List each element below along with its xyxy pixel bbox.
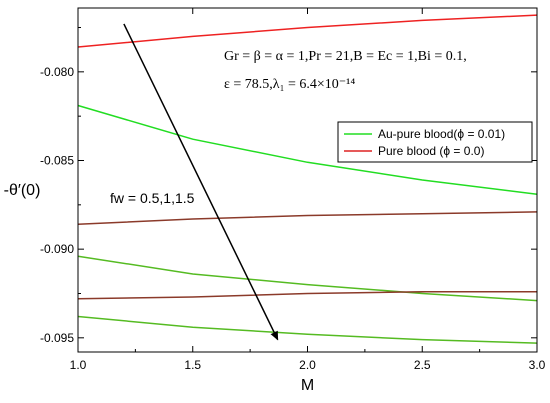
- legend: Au-pure blood(ϕ = 0.01) Pure blood (ϕ = …: [337, 121, 533, 163]
- x-tick-label: 3.0: [529, 358, 546, 372]
- series-line-1: [77, 14, 538, 48]
- x-tick-label: 2.5: [414, 358, 431, 372]
- legend-entry-pure-blood: Pure blood (ϕ = 0.0): [378, 144, 484, 158]
- x-tick-label: 1.0: [70, 358, 87, 372]
- x-tick-label: 2.0: [299, 358, 316, 372]
- y-tick-label: -0.085: [40, 153, 74, 167]
- x-axis-title: M: [301, 377, 314, 394]
- parameter-annotation-line1: Gr = β = α = 1,Pr = 21,B = Ec = 1,Bi = 0…: [224, 49, 467, 64]
- y-axis-title: -θ′(0): [4, 182, 41, 199]
- x-axis: 1.0 1.5 2.0 2.5 3.0: [70, 8, 546, 372]
- series-line-4: [77, 255, 538, 302]
- parameter-annotation-line2: ε = 78.5,λ₁ = 6.4×10⁻¹⁴: [224, 77, 355, 92]
- series-layer: [77, 14, 538, 344]
- y-tick-label: -0.095: [40, 331, 74, 345]
- legend-entry-au-pure-blood: Au-pure blood(ϕ = 0.01): [378, 127, 505, 141]
- fw-direction-arrow: [123, 23, 279, 341]
- series-line-6: [77, 315, 538, 344]
- fw-arrow-label: fw = 0.5,1,1.5: [110, 190, 195, 206]
- x-tick-label: 1.5: [184, 358, 201, 372]
- series-line-5: [77, 290, 537, 300]
- y-tick-label: -0.090: [40, 242, 74, 256]
- y-axis: -0.080 -0.085 -0.090 -0.095: [40, 27, 537, 345]
- legend-box: [337, 121, 533, 163]
- series-line-3: [77, 211, 538, 226]
- y-tick-label: -0.080: [40, 65, 74, 79]
- series-line-2: [77, 104, 538, 195]
